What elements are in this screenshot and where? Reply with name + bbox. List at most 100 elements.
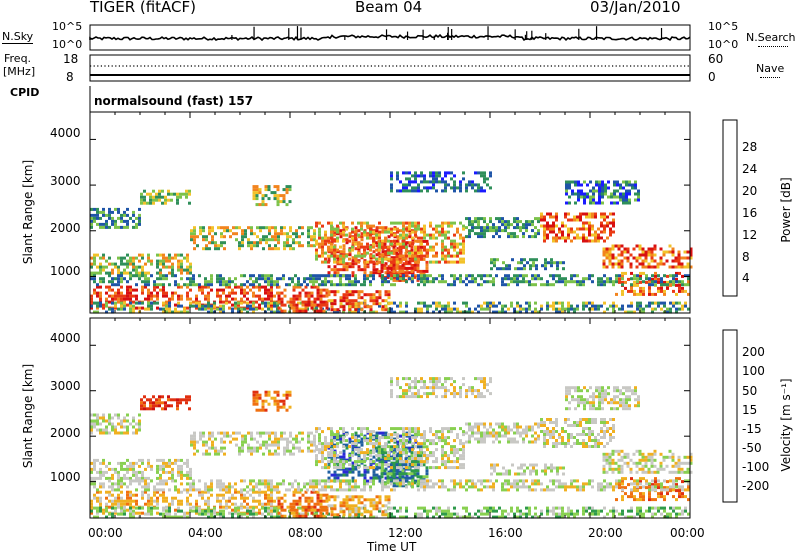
velocity-cell [414,427,417,431]
velocity-cell [568,389,571,393]
power-cell [336,232,340,236]
power-cell [383,263,387,267]
velocity-cell [567,424,570,427]
power-cell [90,297,93,301]
power-cell [216,307,219,311]
velocity-cell [662,458,666,462]
velocity-cell [117,505,120,509]
power-cell [111,294,114,298]
velocity-cell [372,515,375,519]
power-cell [168,310,171,314]
power-cell [404,242,408,246]
power-cell [264,301,267,305]
velocity-cell [411,448,414,452]
velocity-cell [126,419,129,423]
power-cell [345,296,349,300]
velocity-cell [357,515,360,519]
velocity-cell [280,505,284,509]
velocity-cell [93,425,96,429]
velocity-cell [333,515,336,519]
velocity-cell [354,467,358,471]
velocity-cell [555,512,558,516]
velocity-cell [453,380,456,384]
power-cell [249,304,252,308]
velocity-cell [152,401,155,405]
power-cell [351,259,355,263]
velocity-cell [438,430,441,434]
velocity-cell [249,505,252,509]
velocity-cell [283,437,286,441]
velocity-cell [150,509,153,513]
velocity-cell [499,472,502,476]
velocity-cell [399,457,402,461]
power-cell [456,310,459,314]
velocity-cell [216,499,219,503]
velocity-cell [174,512,177,516]
velocity-cell [348,440,352,444]
velocity-cell [534,431,537,435]
velocity-cell [234,506,237,510]
velocity-cell [571,395,574,399]
velocity-cell [450,430,453,434]
velocity-cell [549,436,552,439]
velocity-cell [288,488,291,492]
power-cell [180,285,183,289]
velocity-cell [617,449,621,453]
power-cell [372,262,376,266]
velocity-cell [525,506,528,510]
velocity-cell [441,512,444,516]
power-cell [138,253,141,257]
power-cell [378,293,382,297]
velocity-cell [401,472,405,476]
power-cell [398,278,402,282]
velocity-cell [298,502,302,506]
power-cell [90,262,93,266]
velocity-cell [108,493,111,497]
velocity-cell [369,436,372,440]
velocity-cell [417,515,420,519]
velocity-cell [396,476,400,480]
velocity-cell [601,392,604,396]
velocity-cell [639,492,642,496]
velocity-cell [392,469,396,473]
velocity-cell [351,507,355,511]
velocity-cell [686,467,690,471]
power-cell [387,265,391,269]
power-cell [283,303,287,307]
velocity-cell [261,490,264,494]
power-cell [441,307,444,311]
velocity-cell [155,404,158,408]
velocity-cell [156,488,159,492]
power-cell [327,239,330,243]
velocity-cell [336,442,339,446]
power-cell [207,285,210,289]
power-cell [498,301,501,305]
power-cell [193,238,196,242]
power-cell [111,262,114,266]
velocity-cell [441,454,444,458]
power-cell [378,302,382,306]
velocity-cell [351,485,354,489]
power-cell [240,307,243,311]
velocity-cell [179,401,182,405]
velocity-cell [90,422,93,426]
velocity-cell [408,437,412,441]
velocity-cell [383,448,387,452]
velocity-cell [462,442,465,446]
velocity-cell [657,509,660,513]
velocity-cell [686,470,690,474]
power-cell [99,262,102,266]
power-cell [426,304,429,308]
velocity-cell [252,488,255,492]
power-cell [123,307,126,311]
power-cell [425,269,429,273]
velocity-cell [390,377,393,381]
velocity-cell [612,488,615,492]
velocity-cell [351,427,354,431]
velocity-cell [315,482,318,486]
velocity-cell [243,493,246,497]
power-cell [189,271,192,275]
velocity-cell [459,466,462,470]
velocity-cell [413,472,417,476]
power-cell [292,241,295,245]
